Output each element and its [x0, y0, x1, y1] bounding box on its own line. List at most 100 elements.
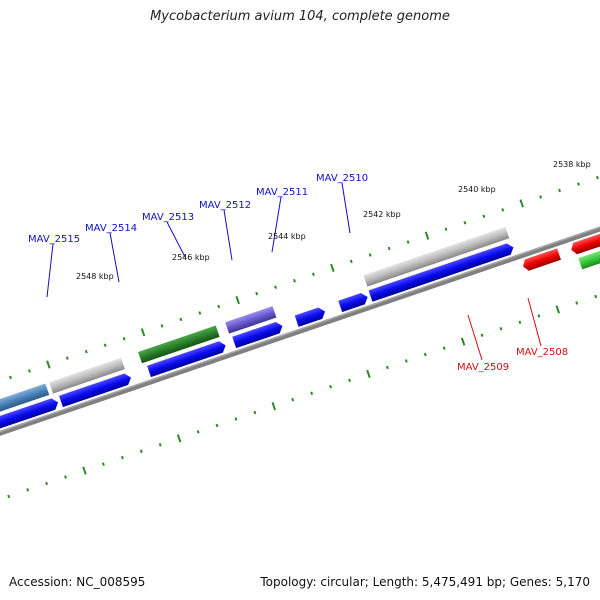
major-tick — [271, 401, 277, 411]
minor-tick — [101, 462, 105, 466]
minor-tick — [26, 488, 30, 492]
gene-label-mav2511: MAV_2511 — [256, 187, 308, 198]
minor-tick — [64, 475, 67, 479]
minor-tick — [274, 285, 277, 289]
major-tick — [46, 360, 51, 369]
minor-tick — [253, 410, 257, 415]
minor-tick — [293, 279, 296, 283]
minor-tick — [198, 311, 202, 315]
scale-label-2540: 2540 kbp — [458, 185, 496, 194]
minor-tick — [234, 417, 238, 421]
gene-label-mav2514: MAV_2514 — [85, 223, 137, 234]
cds-arrow — [368, 243, 514, 302]
cds-arrow — [0, 398, 59, 434]
minor-tick — [312, 272, 315, 277]
minor-tick — [368, 253, 372, 257]
minor-tick — [28, 369, 31, 373]
minor-tick — [499, 327, 503, 331]
genome-backbone — [0, 190, 600, 453]
minor-tick — [160, 324, 164, 328]
minor-tick — [255, 291, 259, 296]
gene-label-mav2512: MAV_2512 — [199, 200, 251, 211]
scale-label-2544: 2544 kbp — [268, 232, 306, 241]
minor-tick — [406, 240, 410, 244]
scale-label-2546: 2546 kbp — [172, 253, 210, 262]
cds-block — [0, 383, 50, 419]
scale-label-2542: 2542 kbp — [363, 210, 401, 219]
genome-stats-label: Topology: circular; Length: 5,475,491 bp… — [260, 575, 590, 589]
cds-block — [49, 357, 125, 394]
gene-label-mav2513: MAV_2513 — [142, 212, 194, 223]
cds-block — [138, 325, 220, 364]
cds-arrow — [523, 248, 561, 271]
cds-arrow — [232, 321, 283, 349]
minor-tick — [122, 337, 126, 341]
minor-tick — [594, 294, 598, 299]
major-tick — [176, 434, 182, 443]
major-tick — [140, 328, 146, 337]
minor-tick — [501, 208, 505, 212]
cds-block — [578, 234, 600, 270]
scale-label-2538: 2538 kbp — [553, 160, 591, 169]
minor-tick — [215, 423, 219, 428]
gene-leaders-forward — [46, 182, 351, 298]
major-tick — [235, 295, 240, 305]
cds-block — [225, 306, 277, 334]
minor-tick — [558, 188, 561, 193]
minor-tick — [349, 259, 353, 264]
minor-tick — [45, 481, 49, 486]
minor-tick — [442, 346, 446, 350]
minor-tick — [179, 317, 183, 322]
minor-tick — [291, 397, 295, 402]
minor-tick — [577, 182, 580, 186]
gene-label-mav2509: MAV_2509 — [457, 362, 509, 373]
minor-tick — [537, 314, 541, 318]
minor-tick — [463, 220, 467, 225]
minor-tick — [196, 430, 200, 434]
gene-label-mav2515: MAV_2515 — [28, 234, 80, 245]
minor-tick — [518, 320, 522, 325]
cds-block — [363, 226, 510, 287]
minor-tick — [480, 333, 484, 337]
cds-arrow — [294, 307, 326, 327]
cds-arrow — [571, 219, 600, 255]
outer-tick-track — [9, 175, 599, 380]
minor-tick — [595, 175, 599, 180]
minor-tick — [387, 246, 391, 251]
cds-arrow — [338, 292, 368, 313]
major-tick — [366, 369, 371, 378]
major-tick — [424, 231, 430, 240]
minor-tick — [9, 375, 12, 380]
accession-label: Accession: NC_008595 — [9, 575, 146, 589]
minor-tick — [7, 494, 11, 499]
minor-tick — [444, 227, 448, 231]
major-tick — [460, 337, 466, 346]
map-title: Mycobacterium avium 104, complete genome — [150, 9, 450, 24]
minor-tick — [158, 443, 162, 447]
minor-tick — [348, 378, 351, 383]
major-tick — [330, 263, 335, 272]
minor-tick — [404, 359, 408, 363]
minor-tick — [120, 455, 124, 460]
minor-tick — [329, 385, 333, 389]
cds-arrow — [59, 373, 131, 408]
gene-label-mav2510: MAV_2510 — [316, 173, 368, 184]
cds-arrow — [147, 341, 226, 378]
inner-tick-track — [7, 294, 598, 499]
minor-tick — [217, 304, 221, 309]
minor-tick — [65, 356, 69, 360]
minor-tick — [310, 391, 314, 395]
minor-tick — [84, 349, 88, 354]
minor-tick — [482, 214, 486, 219]
major-tick — [555, 305, 561, 314]
minor-tick — [103, 343, 107, 347]
gene-label-mav2508: MAV_2508 — [516, 347, 568, 358]
gene-leaders-reverse — [467, 297, 542, 361]
minor-tick — [139, 449, 143, 453]
minor-tick — [385, 365, 389, 370]
minor-tick — [539, 195, 543, 199]
minor-tick — [423, 352, 427, 357]
scale-label-2548: 2548 kbp — [76, 272, 114, 281]
minor-tick — [575, 301, 579, 305]
